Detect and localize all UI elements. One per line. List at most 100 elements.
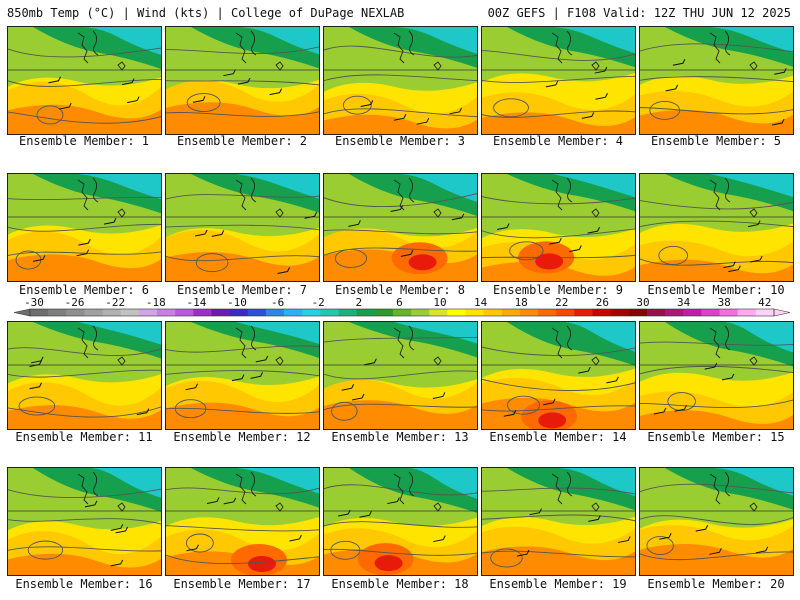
temperature-field-map — [166, 322, 319, 429]
height-contour — [324, 484, 477, 496]
hotter-field — [640, 109, 793, 134]
height-contour — [331, 401, 358, 421]
cold-field — [552, 27, 635, 54]
ensemble-panel — [323, 467, 478, 576]
map-title: 850mb Temp (°C) | Wind (kts) | College o… — [7, 6, 405, 20]
height-contour — [640, 483, 793, 494]
wind-barb — [348, 220, 361, 227]
height-contour — [8, 111, 161, 124]
coastline — [551, 179, 563, 211]
colorbar-swatch — [229, 309, 249, 316]
coastline — [566, 471, 573, 497]
coastline — [749, 502, 758, 512]
temperature-field-map — [166, 174, 319, 281]
height-contour — [324, 336, 477, 343]
wind-barb — [449, 107, 463, 115]
height-contour — [324, 229, 477, 235]
height-contour — [8, 196, 161, 201]
wind-barb — [665, 84, 679, 92]
height-contour — [186, 93, 221, 113]
height-contour — [324, 548, 477, 556]
wind-barb — [289, 534, 302, 542]
cold-field — [710, 27, 793, 53]
wind-barb — [771, 118, 785, 126]
coastline — [77, 473, 89, 505]
ensemble-panel — [7, 173, 162, 282]
wind-barb — [115, 526, 129, 534]
height-contour — [166, 554, 319, 564]
height-contour — [482, 254, 635, 259]
coastline — [709, 327, 721, 359]
ensemble-member-label: Ensemble Member: 18 — [331, 577, 469, 591]
height-contour — [166, 525, 319, 532]
wind-barb — [695, 524, 709, 532]
hotter-field — [166, 102, 319, 134]
wind-barb — [359, 510, 372, 518]
coastline — [77, 32, 89, 64]
ensemble-panel — [165, 321, 320, 430]
colorbar-swatch — [66, 309, 85, 316]
wind-barb — [416, 117, 430, 125]
height-contour — [640, 365, 793, 375]
temperature-field-map — [8, 27, 161, 134]
height-contour — [646, 536, 674, 556]
temperature-field-map — [482, 27, 635, 134]
wind-barb — [393, 114, 407, 121]
hotter-field — [324, 400, 477, 429]
ensemble-panel — [639, 321, 794, 430]
coastline — [591, 502, 600, 512]
colorbar-tick-label: -6 — [271, 296, 284, 309]
height-contour — [640, 399, 793, 409]
height-contour — [166, 80, 319, 86]
height-contour — [482, 110, 635, 118]
colorbar-tick-label: 30 — [636, 296, 649, 309]
wind-barb — [110, 524, 124, 531]
colorbar-swatch — [429, 309, 448, 316]
wind-barb — [30, 356, 44, 364]
coastline — [250, 177, 257, 203]
colorbar-swatch — [610, 309, 630, 316]
heat-core-center — [535, 253, 564, 270]
height-contour — [640, 515, 793, 525]
cold-field — [78, 468, 161, 498]
coastline — [709, 179, 721, 211]
height-contour — [482, 487, 635, 495]
coastline — [92, 471, 99, 497]
height-contour — [482, 405, 635, 412]
wind-barb — [206, 497, 220, 504]
coastline — [275, 61, 284, 71]
height-contour — [640, 200, 793, 210]
temperature-field-map — [8, 322, 161, 429]
wind-barb — [755, 546, 769, 554]
cold-field — [394, 468, 477, 499]
colorbar-swatch — [30, 309, 49, 316]
coastline — [724, 177, 731, 203]
ensemble-member-label: Ensemble Member: 20 — [647, 577, 785, 591]
colorbar-swatch — [665, 309, 684, 316]
colorbar-swatch — [302, 309, 321, 316]
wind-barb — [400, 250, 414, 257]
height-contour — [166, 345, 319, 353]
cold-field — [236, 27, 319, 55]
wind-barb — [672, 59, 686, 66]
colorbar-tick-label: 42 — [758, 296, 771, 309]
ensemble-panel — [323, 173, 478, 282]
ensemble-member-label: Ensemble Member: 6 — [18, 283, 150, 297]
ensemble-member-label: Ensemble Member: 10 — [647, 283, 785, 297]
colorbar-tick-label: -2 — [312, 296, 325, 309]
ensemble-member-label: Ensemble Member: 12 — [173, 430, 311, 444]
temperature-field-map — [640, 468, 793, 575]
wind-barb — [704, 362, 718, 370]
ensemble-panel — [165, 26, 320, 135]
coastline — [749, 356, 758, 366]
colorbar-swatch — [701, 309, 721, 316]
colorbar-swatch — [411, 309, 430, 316]
height-contour — [482, 196, 635, 205]
ensemble-panel — [323, 26, 478, 135]
height-contour — [493, 98, 529, 118]
coastline — [117, 502, 126, 512]
temperature-field-map — [482, 468, 635, 575]
wind-barb — [29, 382, 42, 390]
wind-barb — [569, 245, 582, 253]
wind-barb — [503, 410, 517, 417]
